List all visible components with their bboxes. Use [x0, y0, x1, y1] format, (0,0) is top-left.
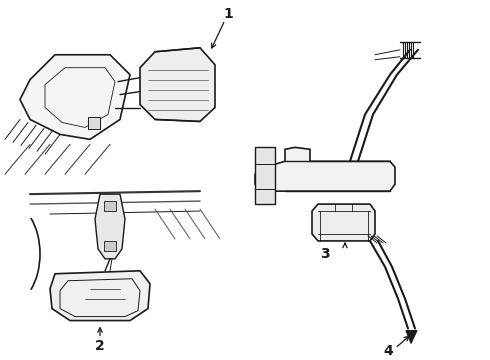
- Text: 2: 2: [95, 339, 105, 354]
- Polygon shape: [140, 48, 215, 121]
- Polygon shape: [406, 330, 417, 343]
- Polygon shape: [104, 201, 116, 211]
- Text: 4: 4: [383, 345, 393, 359]
- Polygon shape: [104, 241, 116, 251]
- Polygon shape: [312, 204, 375, 241]
- Text: 1: 1: [223, 7, 233, 21]
- Polygon shape: [88, 117, 100, 129]
- Polygon shape: [50, 271, 150, 320]
- Polygon shape: [255, 147, 275, 204]
- Text: 3: 3: [320, 247, 330, 261]
- Polygon shape: [20, 55, 130, 139]
- Polygon shape: [255, 147, 395, 191]
- Circle shape: [292, 151, 298, 157]
- Polygon shape: [95, 194, 125, 259]
